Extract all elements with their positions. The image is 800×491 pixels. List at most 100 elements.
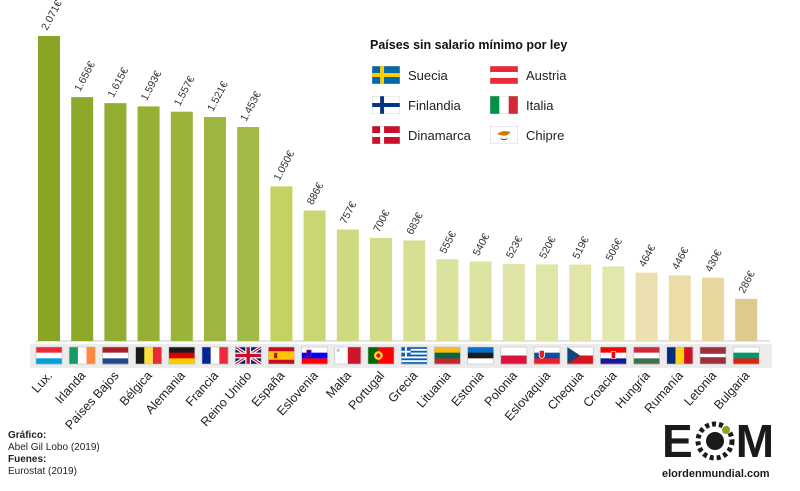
- category-label: Malta: [323, 369, 354, 401]
- credits: Gráfico: Abel Gil Lobo (2019) Fuenes: Eu…: [8, 430, 100, 478]
- bar-value-label: 1.557€: [172, 74, 198, 108]
- bar-value-label: 464€: [637, 243, 659, 269]
- bar: [38, 36, 60, 341]
- legend-label: Austria: [526, 67, 567, 83]
- country-flag-icon: [367, 346, 395, 365]
- bar: [104, 103, 127, 341]
- legend-item: Dinamarca: [362, 126, 480, 144]
- country-flag-icon: [35, 346, 63, 365]
- bar: [602, 266, 625, 341]
- bar-value-label: 519€: [570, 235, 592, 261]
- country-flag-icon: [666, 346, 694, 365]
- finland-flag-icon: [372, 96, 400, 114]
- category-label: Lituania: [414, 369, 454, 411]
- bar: [668, 275, 691, 341]
- bar: [336, 229, 359, 341]
- logo-letter-m: M: [735, 415, 776, 467]
- country-flag-icon: [467, 346, 494, 365]
- legend-item: Suecia: [362, 66, 480, 84]
- country-flag-icon: [168, 346, 196, 365]
- category-label: Portugal: [346, 369, 388, 413]
- country-flag-icon: [699, 346, 727, 365]
- bar-value-label: 520€: [537, 234, 559, 260]
- credits-chart-author: Abel Gil Lobo (2019): [8, 442, 100, 453]
- bar-value-label: 540€: [471, 231, 493, 257]
- bar-value-label: 2.071€: [39, 0, 65, 32]
- legend: Países sin salario mínimo por ley Suecia…: [362, 38, 602, 144]
- bar-value-label: 683€: [404, 210, 426, 236]
- legend-item: Finlandia: [362, 96, 480, 114]
- category-label: Lux.: [29, 369, 55, 396]
- country-flag-icon: [566, 346, 594, 365]
- bar: [635, 272, 658, 341]
- legend-item: Austria: [480, 66, 598, 84]
- bar-value-label: 1.615€: [105, 65, 131, 99]
- category-label: Estonia: [449, 369, 487, 409]
- bar: [71, 97, 94, 341]
- bar-value-label: 757€: [338, 200, 360, 226]
- cyprus-flag-icon: [490, 126, 518, 144]
- country-flag-icon: [135, 346, 162, 365]
- credits-source-label: Fuenes:: [8, 454, 47, 465]
- country-flag-icon: [434, 346, 461, 365]
- bar: [469, 261, 492, 341]
- bar-value-label: 700€: [371, 208, 393, 234]
- bar-value-label: 430€: [703, 248, 725, 274]
- bar: [303, 210, 326, 341]
- country-flag-icon: [334, 346, 362, 365]
- dotted-globe-icon: [695, 421, 735, 461]
- bar-value-label: 1.593€: [139, 69, 165, 103]
- bar: [170, 111, 193, 342]
- logo-letter-e: E: [662, 415, 694, 467]
- legend-items: Suecia Austria Finlandia Italia Dinamarc…: [362, 66, 602, 144]
- legend-title: Países sin salario mínimo por ley: [370, 38, 568, 52]
- logo-website: elordenmundial.com: [662, 468, 770, 480]
- country-flag-icon: [68, 346, 96, 365]
- bar-value-label: 1.521€: [205, 79, 231, 113]
- legend-item: Italia: [480, 96, 598, 114]
- country-flag-icon: [633, 346, 660, 365]
- bar: [237, 127, 260, 341]
- bar: [502, 263, 525, 341]
- bar: [270, 186, 293, 341]
- credits-chart-label: Gráfico:: [8, 430, 47, 441]
- bar: [436, 259, 459, 341]
- bar-value-label: 1.453€: [238, 89, 264, 123]
- bar: [702, 277, 724, 341]
- bar-value-label: 555€: [437, 229, 459, 255]
- legend-label: Chipre: [526, 127, 565, 143]
- sweden-flag-icon: [372, 66, 400, 84]
- bar-value-label: 886€: [305, 181, 327, 207]
- legend-label: Dinamarca: [408, 127, 471, 143]
- country-flag-icon: [102, 346, 129, 365]
- bar-value-label: 446€: [670, 245, 692, 271]
- bar-value-label: 1.656€: [72, 59, 98, 93]
- legend-item: Chipre: [480, 126, 598, 144]
- legend-label: Suecia: [408, 67, 448, 83]
- bar-value-label: 523€: [504, 234, 526, 260]
- country-flag-icon: [201, 346, 229, 365]
- bar: [370, 237, 392, 341]
- country-flag-icon: [268, 346, 295, 365]
- bar: [735, 298, 758, 341]
- country-flag-icon: [600, 346, 627, 365]
- country-flag-icon: [500, 346, 528, 365]
- credits-source-value: Eurostat (2019): [8, 466, 77, 477]
- country-flag-icon: [234, 345, 263, 366]
- eom-logo: E M elordenmundial.com: [662, 418, 794, 484]
- denmark-flag-icon: [372, 126, 400, 144]
- category-label: Bulgaria: [711, 369, 752, 412]
- country-flag-icon: [400, 346, 428, 365]
- legend-label: Italia: [526, 97, 554, 113]
- bar-value-label: 506€: [603, 236, 625, 262]
- country-flag-icon: [301, 346, 328, 365]
- italy-flag-icon: [490, 96, 518, 114]
- austria-flag-icon: [490, 66, 518, 84]
- country-flag-icon: [533, 346, 561, 365]
- bar: [536, 264, 558, 341]
- bar: [204, 116, 226, 342]
- legend-label: Finlandia: [408, 97, 461, 113]
- country-flag-icon: [732, 346, 760, 365]
- bar: [403, 240, 426, 341]
